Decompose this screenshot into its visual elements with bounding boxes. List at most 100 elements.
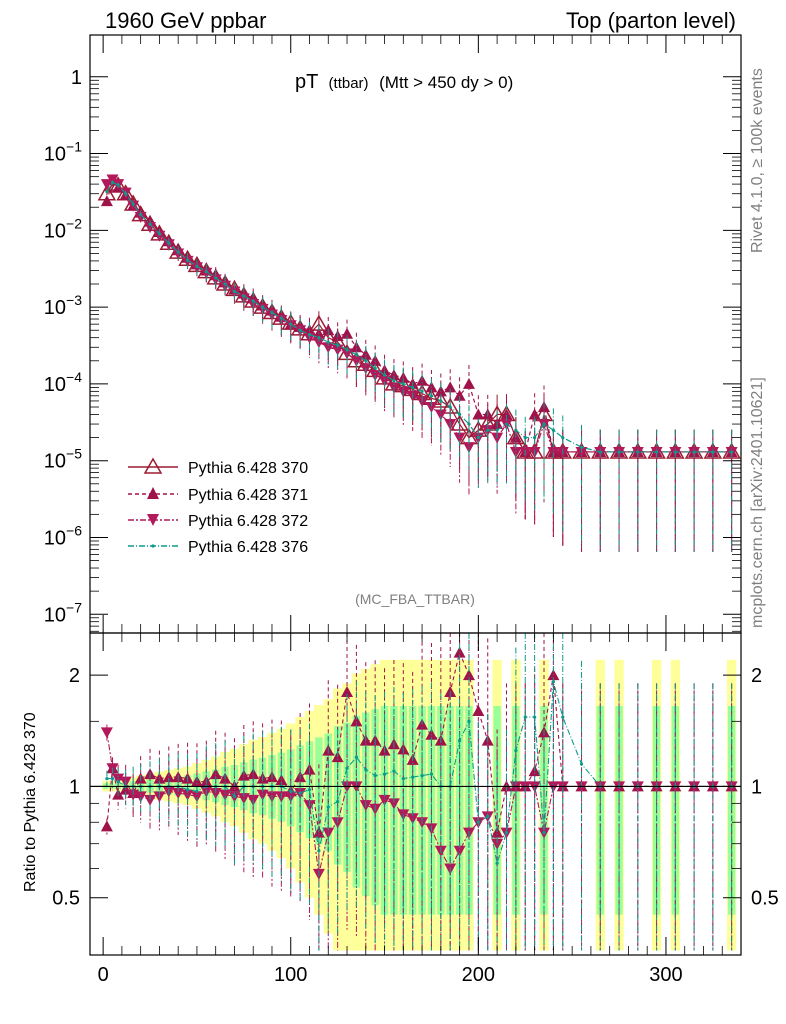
legend-label-372: Pythia 6.428 372 — [188, 513, 308, 530]
main-point — [312, 337, 325, 349]
ratio-line-0 — [106, 650, 732, 833]
ratio-point — [561, 715, 565, 719]
main-point — [448, 405, 452, 409]
ratio-point — [237, 793, 250, 805]
main-point — [116, 183, 120, 187]
xtick-label: 300 — [649, 964, 682, 986]
ratio-point — [467, 719, 471, 723]
main-point — [579, 445, 584, 449]
legend-marker-371 — [147, 487, 159, 499]
main-point — [131, 202, 135, 206]
main-ytick-label: 10−7 — [44, 599, 82, 626]
ratio-point — [491, 838, 504, 850]
main-point — [106, 174, 119, 186]
main-point — [331, 344, 344, 356]
main-point — [509, 446, 522, 458]
main-ytick-label: 10−3 — [44, 292, 82, 319]
main-ytick-label: 10−6 — [44, 522, 82, 549]
ratio-point — [232, 794, 237, 798]
main-point — [411, 385, 415, 390]
main-point — [100, 195, 113, 207]
main-point — [392, 379, 396, 383]
ratio-point — [472, 704, 485, 716]
ratio-point — [453, 845, 466, 857]
main-point — [185, 258, 190, 262]
main-point — [673, 450, 677, 454]
main-point — [172, 248, 185, 260]
main-point — [326, 340, 330, 344]
main-point — [251, 299, 255, 303]
ratio-point — [144, 794, 157, 806]
ratio-point — [392, 769, 396, 773]
ratio-point — [209, 787, 222, 799]
main-point — [654, 450, 659, 454]
legend: Pythia 6.428 370 Pythia 6.428 371 Pythia… — [128, 457, 308, 556]
main-point — [453, 389, 466, 401]
legend-entry-371: Pythia 6.428 371 — [128, 487, 308, 504]
main-point — [420, 389, 424, 393]
main-point — [439, 399, 443, 403]
ratio-point — [354, 755, 359, 759]
main-point — [528, 408, 541, 420]
ratio-point — [105, 776, 109, 781]
ratio-line-1 — [106, 732, 732, 875]
ratio-ytick-label-right: 2 — [751, 665, 762, 687]
main-point — [378, 375, 391, 387]
ratio-point — [542, 831, 546, 835]
main-point — [434, 409, 447, 421]
ratio-point — [411, 775, 415, 779]
main-line-1 — [106, 178, 732, 454]
legend-marker-376 — [151, 544, 155, 548]
main-point — [472, 408, 485, 420]
main-point — [341, 348, 354, 360]
main-point — [336, 343, 340, 347]
ratio-line-2 — [106, 681, 732, 864]
ratio-point — [298, 791, 302, 795]
ratio-point — [373, 773, 377, 778]
ratio-point — [289, 789, 293, 793]
main-ytick-label: 10−5 — [44, 446, 82, 473]
main-point — [157, 232, 162, 236]
main-point — [139, 213, 143, 217]
main-point — [204, 270, 208, 274]
main-point — [504, 422, 509, 426]
ratio-point — [514, 748, 518, 753]
main-point — [124, 192, 128, 196]
ratio-point — [307, 788, 312, 792]
ratio-ytick-label: 0.5 — [52, 888, 80, 910]
ratio-point — [387, 798, 400, 810]
ratio-ylabel: Ratio to Pythia 6.428 370 — [22, 712, 39, 892]
main-point — [476, 435, 480, 440]
main-point — [486, 428, 490, 432]
legend-marker-372 — [147, 514, 159, 526]
main-point — [373, 366, 377, 370]
ratio-ytick-label-right: 1 — [751, 776, 762, 798]
main-point — [223, 282, 227, 286]
main-point — [514, 428, 518, 432]
ratio-ytick-label: 2 — [69, 665, 80, 687]
header-energy-label: 1960 GeV ppbar — [105, 8, 266, 33]
ratio-point — [382, 772, 387, 776]
main-point — [270, 310, 274, 315]
main-point — [457, 412, 462, 417]
main-point — [617, 450, 621, 454]
main-point — [322, 342, 335, 354]
main-point — [219, 280, 232, 292]
main-point — [467, 422, 471, 426]
ratio-point — [190, 775, 203, 787]
main-point — [636, 450, 640, 454]
ratio-point — [364, 768, 368, 772]
main-point — [533, 435, 537, 440]
main-point — [354, 353, 359, 357]
analysis-watermark: (MC_FBA_TTBAR) — [355, 591, 475, 607]
main-point — [317, 336, 321, 340]
legend-label-370: Pythia 6.428 370 — [188, 460, 308, 477]
main-line-3 — [106, 181, 732, 453]
title-main: pT — [295, 71, 318, 93]
main-ytick-label: 1 — [71, 67, 82, 89]
main-point — [232, 289, 237, 294]
main-point — [598, 450, 602, 454]
ratio-frame — [89, 632, 742, 956]
main-point — [176, 250, 180, 254]
main-point — [542, 422, 546, 426]
